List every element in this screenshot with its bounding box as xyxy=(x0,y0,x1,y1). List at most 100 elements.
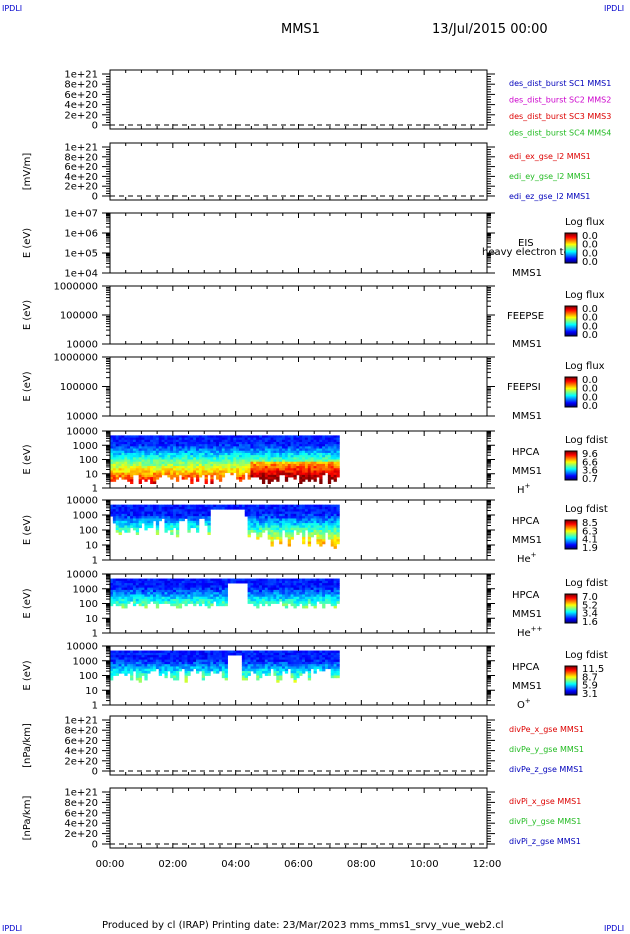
spectrogram-cell xyxy=(147,455,151,458)
spectrogram-cell xyxy=(132,583,137,586)
spectrogram-cell xyxy=(270,435,274,438)
spectrogram-cell xyxy=(150,448,154,452)
spectrogram-cell xyxy=(167,437,171,441)
spectrogram-cell xyxy=(158,650,163,654)
spectrogram-cell xyxy=(253,668,257,672)
spectrogram-cell xyxy=(216,664,220,667)
spectrogram-cell xyxy=(302,448,306,452)
spectrogram-cell xyxy=(173,598,177,602)
spectrogram-cell xyxy=(155,474,160,478)
spectrogram-cell xyxy=(218,470,223,474)
spectrogram-cell xyxy=(135,466,140,469)
spectrogram-cell xyxy=(310,525,314,529)
spectrogram-cell xyxy=(296,448,300,452)
spectrogram-cell xyxy=(124,448,128,452)
spectrogram-cell xyxy=(175,452,180,456)
spectrogram-cell xyxy=(181,439,185,443)
spectrogram-cell xyxy=(175,455,180,458)
spectrogram-cell xyxy=(218,444,223,447)
spectrogram-cell xyxy=(302,441,306,445)
spectrogram-cell xyxy=(155,509,160,512)
spectrogram-cell xyxy=(296,513,300,517)
spectrogram-cell xyxy=(216,666,220,670)
spectrogram-cell xyxy=(221,601,226,604)
spectrogram-cell xyxy=(267,481,271,485)
spectrogram-cell xyxy=(204,664,208,667)
spectrogram-cell xyxy=(118,511,122,515)
spectrogram-cell xyxy=(259,673,263,676)
spectrogram-cell xyxy=(253,437,257,441)
spectrogram-cell xyxy=(167,596,171,600)
colorbar-cell xyxy=(565,541,577,543)
spectrogram-cell xyxy=(302,479,306,482)
spectrogram-cell xyxy=(247,657,251,661)
spectrogram-cell xyxy=(330,457,335,460)
spectrogram-cell xyxy=(336,532,340,536)
spectrogram-cell xyxy=(150,446,154,449)
spectrogram-cell xyxy=(204,673,208,676)
spectrogram-cell xyxy=(270,463,274,467)
spectrogram-cell xyxy=(210,578,214,582)
spectrogram-cell xyxy=(138,670,142,674)
spectrogram-cell xyxy=(322,532,326,536)
spectrogram-cell xyxy=(302,587,306,591)
spectrogram-cell xyxy=(193,657,197,661)
spectrogram-cell xyxy=(167,459,171,463)
spectrogram-cell xyxy=(150,580,154,584)
spectrogram-cell xyxy=(144,675,148,679)
spectrogram-cell xyxy=(319,536,323,540)
spectrogram-cell xyxy=(184,474,188,478)
spectrogram-cell xyxy=(193,455,197,458)
spectrogram-cell xyxy=(167,578,171,582)
colorbar-cell xyxy=(565,467,577,469)
spectrogram-cell xyxy=(322,457,326,460)
spectrogram-cell xyxy=(196,668,200,672)
spectrogram-cell xyxy=(282,455,286,458)
spectrogram-cell xyxy=(196,525,200,529)
spectrogram-cell xyxy=(267,585,271,589)
spectrogram-cell xyxy=(150,435,154,438)
spectrogram-cell xyxy=(161,461,165,465)
spectrogram-cell xyxy=(124,509,128,512)
spectrogram-cell xyxy=(302,585,306,589)
spectrogram-cell xyxy=(293,472,297,476)
spectrogram-cell xyxy=(304,598,309,602)
spectrogram-cell xyxy=(264,518,269,522)
spectrogram-cell xyxy=(153,592,157,595)
spectrogram-cell xyxy=(121,457,125,460)
spectrogram-cell xyxy=(193,506,197,510)
colorbar-cell xyxy=(565,384,577,386)
spectrogram-cell xyxy=(173,650,177,654)
spectrogram-cell xyxy=(302,437,306,441)
spectrogram-cell xyxy=(184,441,188,445)
spectrogram-cell xyxy=(190,589,194,593)
colorbar-cell xyxy=(565,311,577,313)
spectrogram-cell xyxy=(253,470,257,474)
spectrogram-cell xyxy=(218,466,223,469)
spectrogram-cell xyxy=(287,446,292,449)
spectrogram-cell xyxy=(207,470,211,474)
spectrogram-cell xyxy=(325,578,329,582)
spectrogram-cell xyxy=(170,439,174,443)
spectrogram-cell xyxy=(327,534,332,538)
spectrogram-cell xyxy=(173,444,177,447)
spectrogram-cell xyxy=(279,592,283,595)
spectrogram-cell xyxy=(167,463,171,467)
spectrogram-cell xyxy=(216,655,220,658)
spectrogram-cell xyxy=(259,441,263,445)
spectrogram-cell xyxy=(153,655,157,658)
spectrogram-cell xyxy=(175,664,180,667)
spectrogram-cell xyxy=(135,446,140,449)
spectrogram-cell xyxy=(264,657,269,661)
spectrogram-cell xyxy=(264,650,269,654)
spectrogram-cell xyxy=(187,594,191,598)
spectrogram-cell xyxy=(336,472,340,476)
spectrogram-cell xyxy=(333,527,337,531)
spectrogram-cell xyxy=(144,659,148,663)
spectrogram-cell xyxy=(161,650,165,654)
spectrogram-cell xyxy=(198,650,203,654)
spectrogram-cell xyxy=(218,446,223,449)
spectrogram-cell xyxy=(296,457,300,460)
spectrogram-cell xyxy=(173,675,177,679)
spectrogram-cell xyxy=(184,664,188,667)
